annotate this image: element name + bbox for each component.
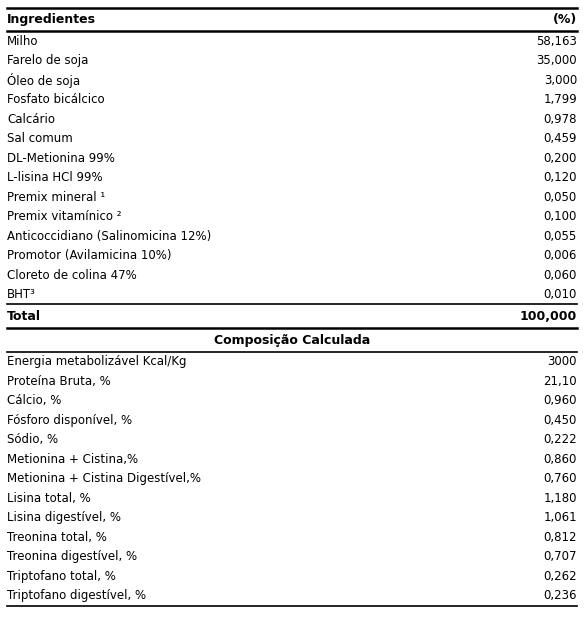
- Text: 35,000: 35,000: [536, 54, 577, 67]
- Text: 0,050: 0,050: [544, 191, 577, 204]
- Text: 0,100: 0,100: [544, 210, 577, 223]
- Text: Lisina total, %: Lisina total, %: [7, 492, 91, 505]
- Text: 0,010: 0,010: [544, 288, 577, 301]
- Text: Metionina + Cistina Digestível,%: Metionina + Cistina Digestível,%: [7, 472, 201, 486]
- Text: 1,180: 1,180: [544, 492, 577, 505]
- Text: 0,978: 0,978: [544, 113, 577, 126]
- Text: Treonina digestível, %: Treonina digestível, %: [7, 550, 137, 564]
- Text: Cloreto de colina 47%: Cloreto de colina 47%: [7, 269, 137, 282]
- Text: 1,799: 1,799: [543, 93, 577, 106]
- Text: Composição Calculada: Composição Calculada: [214, 334, 370, 347]
- Text: Calcário: Calcário: [7, 113, 55, 126]
- Text: L-lisina HCl 99%: L-lisina HCl 99%: [7, 171, 103, 184]
- Text: 0,222: 0,222: [543, 433, 577, 447]
- Text: 0,200: 0,200: [544, 152, 577, 165]
- Text: DL-Metionina 99%: DL-Metionina 99%: [7, 152, 115, 165]
- Text: Ingredientes: Ingredientes: [7, 13, 96, 26]
- Text: Fosfato bicálcico: Fosfato bicálcico: [7, 93, 105, 106]
- Text: 0,055: 0,055: [544, 230, 577, 243]
- Text: 0,262: 0,262: [543, 570, 577, 583]
- Text: Sódio, %: Sódio, %: [7, 433, 58, 447]
- Text: Óleo de soja: Óleo de soja: [7, 73, 80, 87]
- Text: Metionina + Cistina,%: Metionina + Cistina,%: [7, 453, 138, 466]
- Text: 0,812: 0,812: [544, 531, 577, 544]
- Text: 0,006: 0,006: [544, 249, 577, 262]
- Text: 0,960: 0,960: [544, 394, 577, 408]
- Text: 1,061: 1,061: [543, 511, 577, 525]
- Text: 0,060: 0,060: [544, 269, 577, 282]
- Text: 0,760: 0,760: [544, 472, 577, 486]
- Text: Milho: Milho: [7, 35, 39, 48]
- Text: 0,707: 0,707: [544, 550, 577, 564]
- Text: Fósforo disponível, %: Fósforo disponível, %: [7, 414, 132, 427]
- Text: Anticoccidiano (Salinomicina 12%): Anticoccidiano (Salinomicina 12%): [7, 230, 211, 243]
- Text: (%): (%): [552, 13, 577, 26]
- Text: 58,163: 58,163: [536, 35, 577, 48]
- Text: Triptofano digestível, %: Triptofano digestível, %: [7, 589, 146, 603]
- Text: BHT³: BHT³: [7, 288, 36, 301]
- Text: Total: Total: [7, 310, 41, 323]
- Text: 100,000: 100,000: [520, 310, 577, 323]
- Text: Farelo de soja: Farelo de soja: [7, 54, 88, 67]
- Text: Cálcio, %: Cálcio, %: [7, 394, 61, 408]
- Text: Treonina total, %: Treonina total, %: [7, 531, 107, 544]
- Text: Promotor (Avilamicina 10%): Promotor (Avilamicina 10%): [7, 249, 172, 262]
- Text: 0,459: 0,459: [544, 132, 577, 145]
- Text: Premix mineral ¹: Premix mineral ¹: [7, 191, 105, 204]
- Text: Energia metabolizável Kcal/Kg: Energia metabolizável Kcal/Kg: [7, 355, 186, 369]
- Text: Lisina digestível, %: Lisina digestível, %: [7, 511, 121, 525]
- Text: Triptofano total, %: Triptofano total, %: [7, 570, 116, 583]
- Text: Premix vitamínico ²: Premix vitamínico ²: [7, 210, 121, 223]
- Text: 3,000: 3,000: [544, 74, 577, 87]
- Text: Proteína Bruta, %: Proteína Bruta, %: [7, 375, 111, 388]
- Text: Sal comum: Sal comum: [7, 132, 73, 145]
- Text: 0,450: 0,450: [544, 414, 577, 427]
- Text: 0,860: 0,860: [544, 453, 577, 466]
- Text: 0,236: 0,236: [544, 589, 577, 603]
- Text: 0,120: 0,120: [544, 171, 577, 184]
- Text: 3000: 3000: [547, 355, 577, 369]
- Text: 21,10: 21,10: [543, 375, 577, 388]
